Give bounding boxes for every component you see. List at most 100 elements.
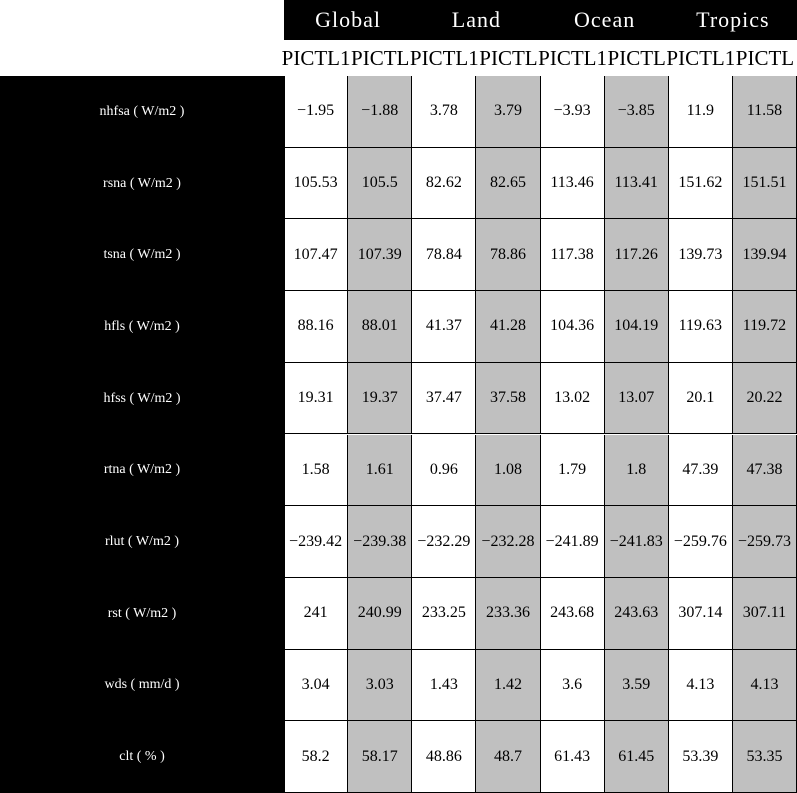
cell: 47.39 bbox=[668, 434, 733, 507]
cell: 19.31 bbox=[284, 362, 349, 435]
cell: 82.65 bbox=[476, 147, 541, 220]
cell: −239.38 bbox=[348, 506, 413, 578]
cell: 88.16 bbox=[284, 291, 349, 363]
row-label: rlut ( W/m2 ) bbox=[104, 534, 179, 550]
cell: 37.47 bbox=[412, 362, 477, 435]
cell: 0.96 bbox=[412, 434, 477, 507]
column-header: PICTL1 bbox=[666, 45, 736, 70]
cell: 243.68 bbox=[540, 577, 605, 650]
cell: 233.36 bbox=[476, 577, 541, 650]
cell: 151.51 bbox=[732, 147, 797, 220]
cell: 3.03 bbox=[348, 649, 413, 722]
cell: 61.43 bbox=[540, 721, 605, 793]
cell: 105.5 bbox=[348, 147, 413, 220]
cell: 82.62 bbox=[412, 147, 477, 220]
cell: 113.41 bbox=[604, 147, 669, 220]
cell: 1.79 bbox=[540, 434, 605, 507]
cell: 119.63 bbox=[668, 291, 733, 363]
cell: 233.25 bbox=[412, 577, 477, 650]
cell: 78.84 bbox=[412, 219, 477, 292]
cell: 240.99 bbox=[348, 577, 413, 650]
cell: −259.73 bbox=[732, 506, 797, 578]
column-header: PICTL bbox=[479, 45, 538, 70]
cell: 1.58 bbox=[284, 434, 349, 507]
cell: 3.6 bbox=[540, 649, 605, 722]
cell: 20.1 bbox=[668, 362, 733, 435]
group-header: Global bbox=[315, 7, 382, 32]
cell: 139.94 bbox=[732, 219, 797, 292]
cell: −232.29 bbox=[412, 506, 477, 578]
column-header: PICTL1 bbox=[538, 45, 607, 70]
cell: 3.04 bbox=[284, 649, 349, 722]
cell: 105.53 bbox=[284, 147, 349, 220]
cell: −241.89 bbox=[540, 506, 605, 578]
cell: 107.39 bbox=[348, 219, 413, 292]
cell: 11.9 bbox=[668, 76, 733, 148]
cell: 19.37 bbox=[348, 362, 413, 435]
row-label: clt ( % ) bbox=[119, 749, 165, 765]
cell: 151.62 bbox=[668, 147, 733, 220]
cell: 58.2 bbox=[284, 721, 349, 793]
row-label: wds ( mm/d ) bbox=[104, 677, 180, 693]
cell: 104.36 bbox=[540, 291, 605, 363]
group-header: Tropics bbox=[696, 7, 770, 32]
cell: 48.86 bbox=[412, 721, 477, 793]
cell: 1.42 bbox=[476, 649, 541, 722]
cell: 113.46 bbox=[540, 147, 605, 220]
cell: 104.19 bbox=[604, 291, 669, 363]
cell: 1.08 bbox=[476, 434, 541, 507]
cell: 3.59 bbox=[604, 649, 669, 722]
column-header: PICTL bbox=[351, 45, 410, 70]
cell: 3.78 bbox=[412, 76, 477, 148]
group-header: Land bbox=[451, 7, 501, 32]
cell: 3.79 bbox=[476, 76, 541, 148]
cell: 37.58 bbox=[476, 362, 541, 435]
cell: 117.26 bbox=[604, 219, 669, 292]
cell: 53.35 bbox=[732, 721, 797, 793]
group-header: Ocean bbox=[574, 7, 636, 32]
cell: 1.61 bbox=[348, 434, 413, 507]
row-label: nhfsa ( W/m2 ) bbox=[99, 103, 185, 119]
cell: 88.01 bbox=[348, 291, 413, 363]
row-label: rsna ( W/m2 ) bbox=[103, 175, 181, 191]
cell: 4.13 bbox=[668, 649, 733, 722]
cell: 41.37 bbox=[412, 291, 477, 363]
cell: −1.88 bbox=[348, 76, 413, 148]
cell: −232.28 bbox=[476, 506, 541, 578]
cell: 78.86 bbox=[476, 219, 541, 292]
column-header: PICTL bbox=[735, 45, 795, 70]
cell: 41.28 bbox=[476, 291, 541, 363]
cell: −239.42 bbox=[284, 506, 349, 578]
row-label: hfls ( W/m2 ) bbox=[104, 318, 180, 334]
cell: 243.63 bbox=[604, 577, 669, 650]
cell: 61.45 bbox=[604, 721, 669, 793]
cell: 139.73 bbox=[668, 219, 733, 292]
cell: −259.76 bbox=[668, 506, 733, 578]
cell: −1.95 bbox=[284, 76, 349, 148]
column-header: PICTL bbox=[607, 45, 666, 70]
cell: 58.17 bbox=[348, 721, 413, 793]
cell: 107.47 bbox=[284, 219, 349, 292]
cell: 117.38 bbox=[540, 219, 605, 292]
cell: 53.39 bbox=[668, 721, 733, 793]
row-label: rst ( W/m2 ) bbox=[107, 605, 177, 621]
group-header-bar bbox=[284, 0, 797, 40]
cell: 13.07 bbox=[604, 362, 669, 435]
cell: 4.13 bbox=[732, 649, 797, 722]
cell: 307.14 bbox=[668, 577, 733, 650]
left-panel bbox=[0, 76, 284, 793]
cell: 47.38 bbox=[732, 434, 797, 507]
column-header: PICTL1 bbox=[409, 45, 479, 70]
cell: 48.7 bbox=[476, 721, 541, 793]
cell: 1.8 bbox=[604, 434, 669, 507]
table-left-border bbox=[284, 76, 285, 793]
cell: 241 bbox=[284, 577, 349, 650]
cell: 307.11 bbox=[732, 577, 797, 650]
cell: 13.02 bbox=[540, 362, 605, 435]
cell: 119.72 bbox=[732, 291, 797, 363]
row-label: hfss ( W/m2 ) bbox=[103, 390, 181, 406]
cell: −3.93 bbox=[540, 76, 605, 148]
cell: 11.58 bbox=[732, 76, 797, 148]
cell: −3.85 bbox=[604, 76, 669, 148]
